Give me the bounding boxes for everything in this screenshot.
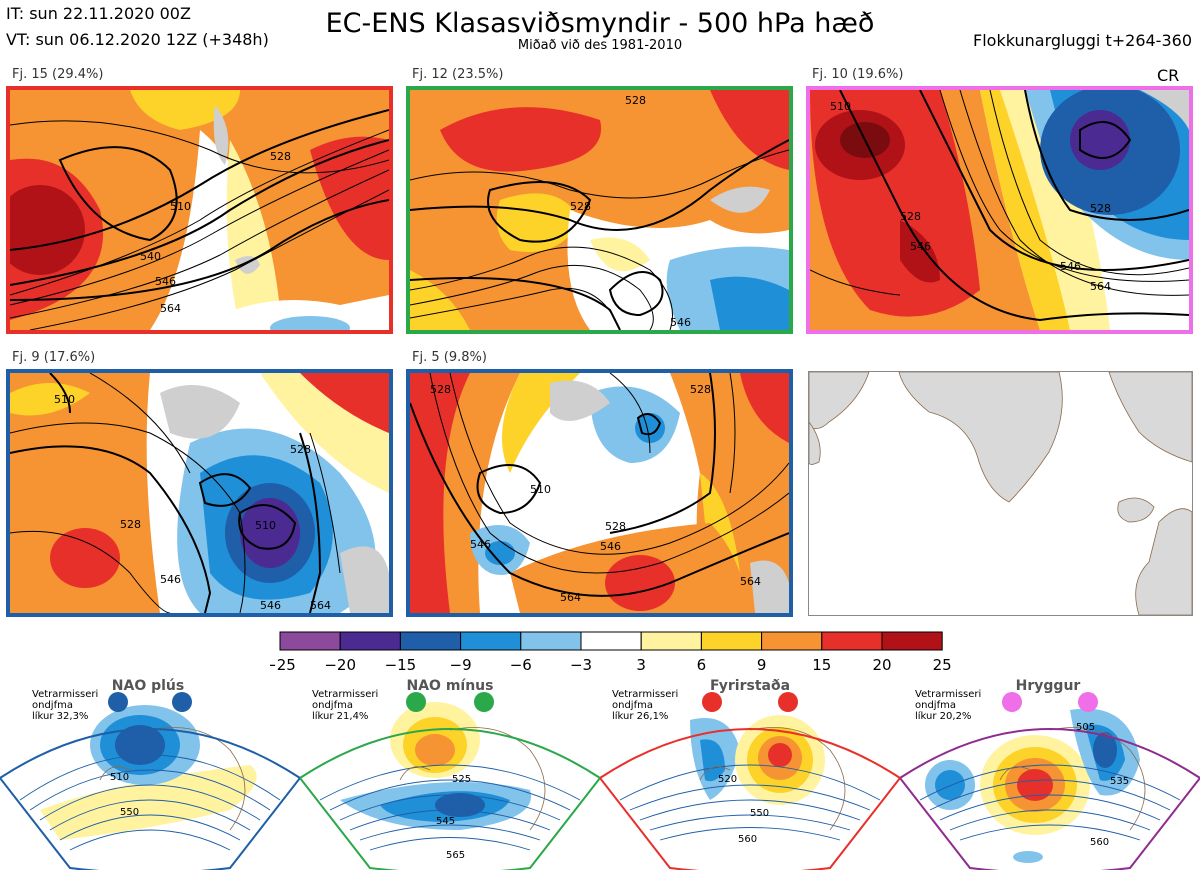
contour-label: 510 [830, 100, 851, 113]
contour-label: 505 [1076, 722, 1095, 733]
colorbar: −25 −20 −15 −9 −6 −3 3 6 9 15 20 25 [270, 631, 952, 674]
clustering-window: Flokkunargluggi t+264-360 [973, 31, 1192, 50]
contour-label: 546 [600, 540, 621, 553]
valid-time: VT: sun 06.12.2020 12Z (+348h) [6, 30, 269, 49]
colorbar-swatch [520, 631, 582, 651]
colorbar-swatch [279, 631, 341, 651]
contour-label: 535 [1110, 776, 1129, 787]
regime-map-blocking: 520 550 560 [600, 692, 900, 870]
regime-note-ridge: Vetrarmisseri ondjfma líkur 20,2% [915, 689, 982, 722]
colorbar-tick-label: −15 [385, 656, 417, 674]
panel-label-5: Fj. 5 (9.8%) [412, 350, 487, 365]
contour-label: 528 [690, 383, 711, 396]
contour-label: 564 [740, 575, 761, 588]
contour-label: 528 [900, 210, 921, 223]
contour-label: 540 [140, 250, 161, 263]
colorbar-swatch [640, 631, 702, 651]
colorbar-tick-label: 3 [636, 656, 646, 674]
initial-time: IT: sun 22.11.2020 00Z [6, 4, 191, 23]
panel-label-2: Fj. 12 (23.5%) [412, 67, 504, 82]
panel-label-1: Fj. 15 (29.4%) [12, 67, 104, 82]
cluster-map-3: 510 528 546 528 546 564 [806, 86, 1193, 334]
colorbar-tick-label: −20 [324, 656, 356, 674]
colorbar-swatch [881, 631, 943, 651]
contour-label: 528 [290, 443, 311, 456]
cr-label: CR [1157, 66, 1180, 85]
contour-label: 528 [605, 520, 626, 533]
contour-label: 546 [470, 538, 491, 551]
regime-note-nao-plus: Vetrarmisseri ondjfma líkur 32,3% [32, 689, 99, 722]
cluster-map-2: 528 528 546 [406, 86, 793, 334]
contour-label: 550 [120, 807, 139, 818]
colorbar-tick-label: −6 [510, 656, 532, 674]
page-title: EC-ENS Klasasviðsmyndir - 500 hPa hæð [325, 8, 875, 39]
colorbar-swatch [821, 631, 883, 651]
regime-map-nao-plus: 510 550 [0, 692, 300, 870]
contour-label: 546 [1060, 260, 1081, 273]
regime-title-ridge: Hryggur [1015, 678, 1081, 694]
contour-label: 528 [625, 94, 646, 107]
contour-label: 528 [430, 383, 451, 396]
regime-note-blocking: Vetrarmisseri ondjfma líkur 26,1% [612, 689, 679, 722]
regime-map-ridge: 505 535 560 [900, 692, 1200, 870]
contour-label: 546 [910, 240, 931, 253]
page-subtitle: Miðað við des 1981-2010 [517, 38, 683, 53]
contour-label: 510 [54, 393, 75, 406]
colorbar-tick-label: 15 [812, 656, 831, 674]
contour-label: 565 [446, 850, 465, 861]
contour-label: 545 [436, 816, 455, 827]
contour-label: 525 [452, 774, 471, 785]
cluster-map-5: 528 546 510 528 546 564 564 528 [406, 369, 793, 617]
contour-label: 546 [160, 573, 181, 586]
contour-label: 564 [310, 599, 331, 612]
colorbar-tick-label: −25 [270, 656, 296, 674]
contour-label: 510 [255, 519, 276, 532]
colorbar-swatch [700, 631, 763, 651]
contour-label: 546 [155, 275, 176, 288]
contour-label: 528 [1090, 202, 1111, 215]
contour-label: 510 [530, 483, 551, 496]
colorbar-tick-label: 9 [757, 656, 767, 674]
colorbar-swatch [399, 631, 462, 651]
contour-label: 560 [1090, 837, 1109, 848]
contour-label: 560 [738, 834, 757, 845]
colorbar-swatch [339, 631, 401, 651]
contour-label: 546 [260, 599, 281, 612]
cluster-map-1: 510 528 546 564 540 [6, 86, 393, 334]
colorbar-tick-label: −9 [450, 656, 472, 674]
panel-label-3: Fj. 10 (19.6%) [812, 67, 904, 82]
colorbar-tick-label: −3 [570, 656, 592, 674]
colorbar-swatch [460, 631, 522, 651]
regime-title-blocking: Fyrirstaða [709, 678, 791, 694]
contour-label: 564 [160, 302, 181, 315]
contour-label: 564 [560, 591, 581, 604]
contour-label: 528 [120, 518, 141, 531]
colorbar-tick-label: 25 [933, 656, 952, 674]
colorbar-tick-label: 20 [872, 656, 891, 674]
regime-map-nao-minus: 525 545 565 [300, 692, 600, 870]
contour-label: 520 [718, 774, 737, 785]
colorbar-swatch [580, 631, 642, 651]
contour-label: 528 [570, 200, 591, 213]
contour-label: 510 [110, 772, 129, 783]
panel-label-4: Fj. 9 (17.6%) [12, 350, 96, 365]
contour-label: 550 [750, 808, 769, 819]
contour-label: 510 [170, 200, 191, 213]
regime-title-nao-minus: NAO mínus [406, 678, 494, 694]
regime-note-nao-minus: Vetrarmisseri ondjfma líkur 21,4% [312, 689, 379, 722]
colorbar-swatch [761, 631, 823, 651]
contour-label: 528 [270, 150, 291, 163]
contour-label: 546 [670, 316, 691, 329]
cluster-map-4: 510 528 546 510 528 546 564 [6, 369, 393, 617]
base-map [808, 371, 1193, 616]
regime-title-nao-plus: NAO plús [111, 678, 185, 694]
contour-label: 564 [1090, 280, 1111, 293]
colorbar-tick-label: 6 [697, 656, 707, 674]
